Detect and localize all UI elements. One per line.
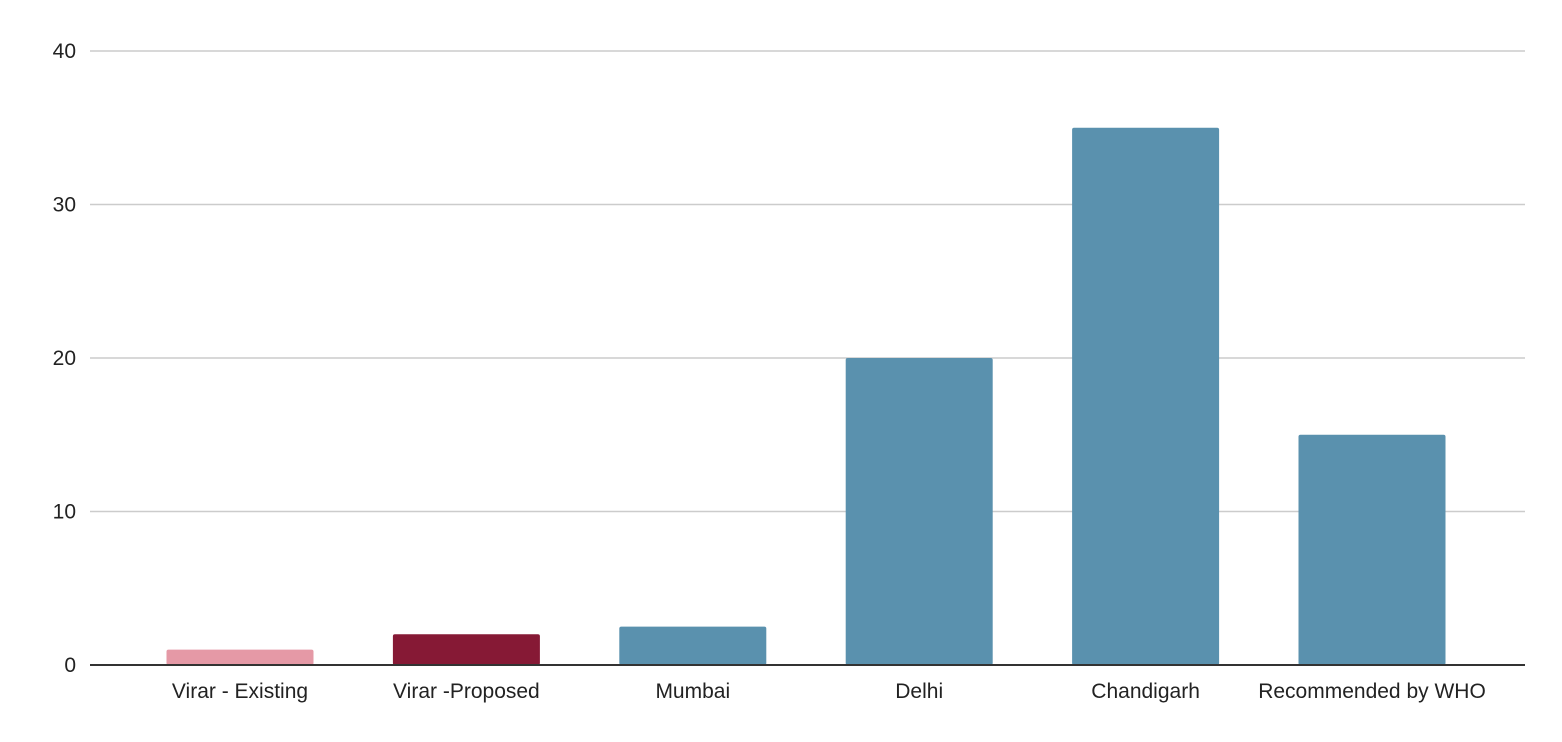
bar (1298, 434, 1446, 665)
y-axis-ticks: 0 10 20 30 40 (53, 40, 76, 677)
y-tick-label: 20 (53, 347, 76, 370)
y-tick-label: 10 (53, 501, 76, 524)
x-tick-label: Virar - Existing (172, 680, 308, 703)
bar (1072, 127, 1220, 665)
x-tick-label: Delhi (895, 680, 943, 703)
bar (166, 649, 314, 665)
y-tick-label: 40 (53, 40, 76, 63)
x-tick-label: Mumbai (655, 680, 730, 703)
y-tick-label: 30 (53, 194, 76, 217)
bar (619, 626, 767, 665)
x-tick-label: Chandigarh (1091, 680, 1200, 703)
y-tick-label: 0 (64, 654, 76, 677)
gridlines (90, 50, 1525, 513)
x-tick-label: Virar -Proposed (393, 680, 540, 703)
bars (166, 127, 1446, 665)
bar (845, 358, 993, 665)
bar (392, 634, 540, 665)
x-tick-label: Recommended by WHO (1258, 680, 1486, 703)
x-axis-labels: Virar - Existing Virar -Proposed Mumbai Del… (172, 680, 1486, 703)
